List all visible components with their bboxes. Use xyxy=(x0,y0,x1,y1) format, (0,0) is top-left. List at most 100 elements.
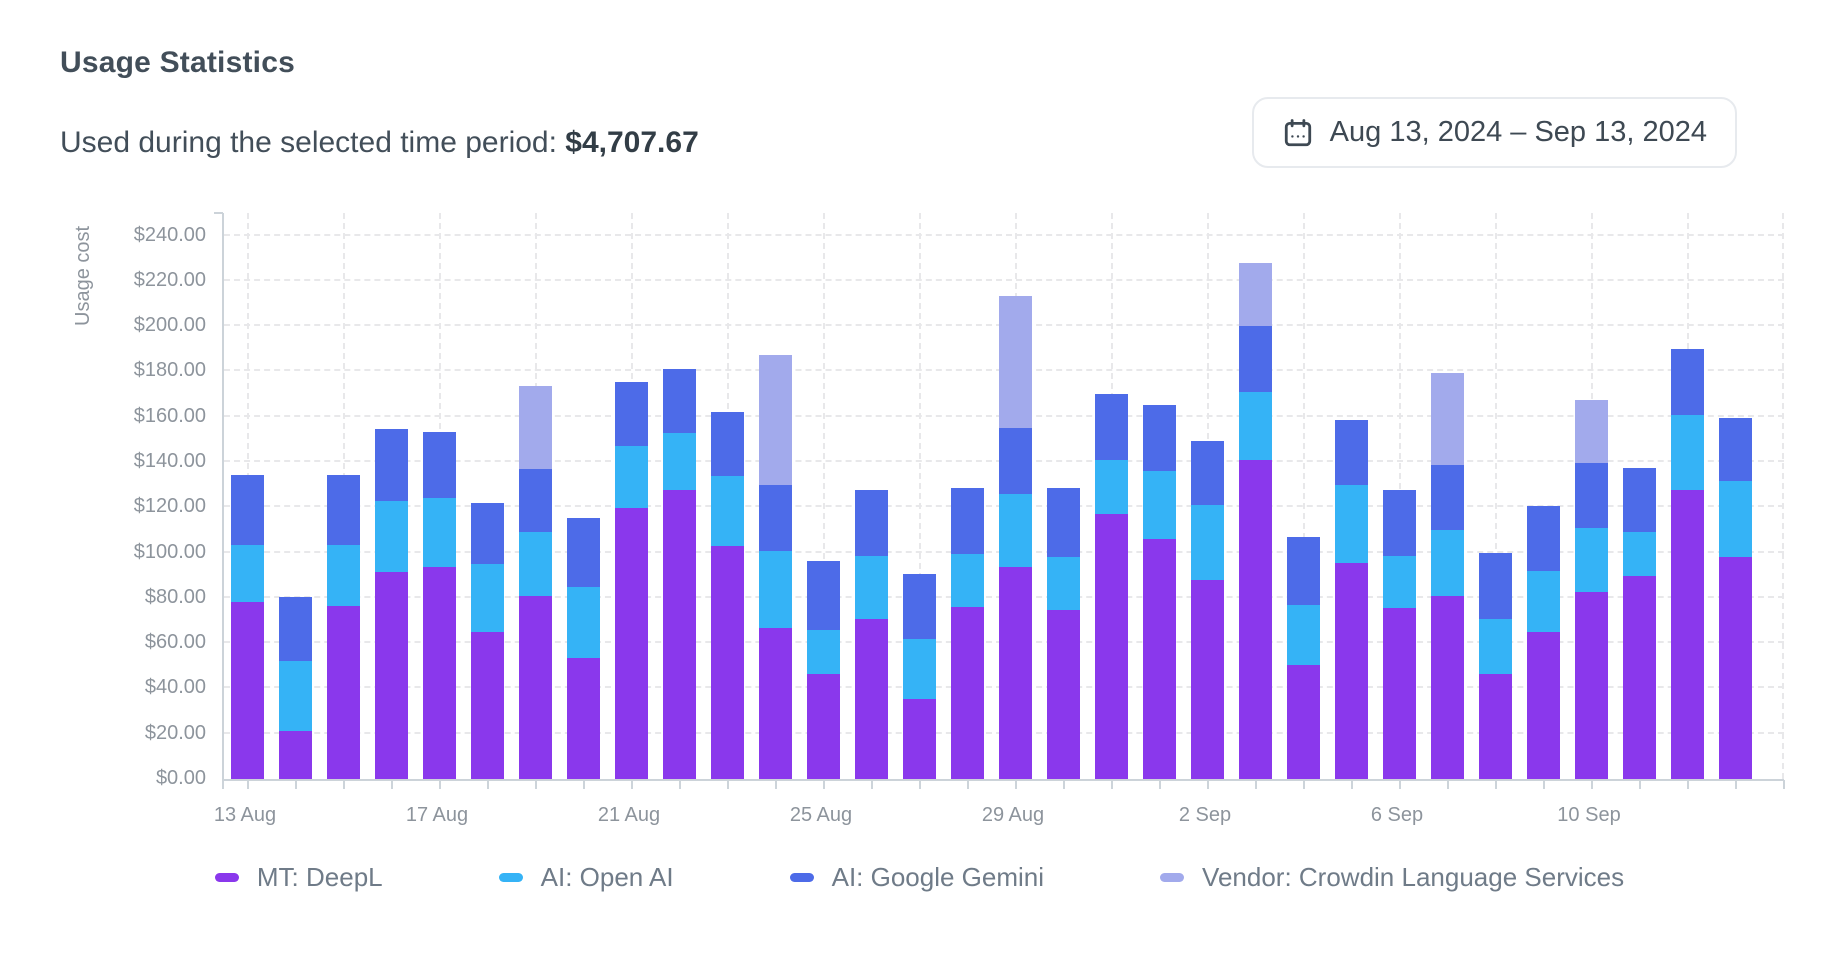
segment-open-ai[interactable] xyxy=(663,432,696,491)
segment-deepl[interactable] xyxy=(903,698,936,779)
segment-google-gemini[interactable] xyxy=(999,428,1032,494)
segment-google-gemini[interactable] xyxy=(711,412,744,476)
segment-google-gemini[interactable] xyxy=(375,429,408,501)
bar-23-aug[interactable] xyxy=(711,412,744,779)
segment-crowdin-language-services[interactable] xyxy=(1431,372,1464,466)
bar-29-aug[interactable] xyxy=(999,295,1032,779)
bar-1-sep[interactable] xyxy=(1143,405,1176,779)
segment-crowdin-language-services[interactable] xyxy=(1575,399,1608,464)
segment-deepl[interactable] xyxy=(1383,608,1416,779)
segment-deepl[interactable] xyxy=(951,606,984,779)
segment-google-gemini[interactable] xyxy=(1239,326,1272,392)
legend-item-deepl[interactable]: MT: DeepL xyxy=(214,862,383,893)
segment-google-gemini[interactable] xyxy=(1719,417,1752,482)
bar-30-aug[interactable] xyxy=(1047,488,1080,779)
segment-open-ai[interactable] xyxy=(855,556,888,620)
bar-3-sep[interactable] xyxy=(1239,262,1272,779)
segment-google-gemini[interactable] xyxy=(1623,467,1656,533)
segment-open-ai[interactable] xyxy=(1527,570,1560,632)
bar-13-sep[interactable] xyxy=(1719,417,1752,779)
segment-google-gemini[interactable] xyxy=(1431,465,1464,530)
segment-google-gemini[interactable] xyxy=(279,596,312,662)
segment-deepl[interactable] xyxy=(1239,459,1272,779)
segment-deepl[interactable] xyxy=(1143,539,1176,779)
segment-deepl[interactable] xyxy=(759,628,792,779)
bar-26-aug[interactable] xyxy=(855,490,888,779)
segment-deepl[interactable] xyxy=(423,567,456,779)
bar-7-sep[interactable] xyxy=(1431,372,1464,779)
segment-google-gemini[interactable] xyxy=(759,484,792,552)
segment-open-ai[interactable] xyxy=(1095,459,1128,515)
legend-item-google-gemini[interactable]: AI: Google Gemini xyxy=(789,862,1044,893)
segment-open-ai[interactable] xyxy=(807,629,840,674)
segment-deepl[interactable] xyxy=(1095,514,1128,779)
bar-16-aug[interactable] xyxy=(375,429,408,779)
segment-open-ai[interactable] xyxy=(1239,391,1272,460)
segment-google-gemini[interactable] xyxy=(471,502,504,564)
segment-deepl[interactable] xyxy=(567,657,600,779)
segment-open-ai[interactable] xyxy=(1671,414,1704,491)
bar-20-aug[interactable] xyxy=(567,517,600,779)
segment-open-ai[interactable] xyxy=(1287,604,1320,665)
bar-9-sep[interactable] xyxy=(1527,506,1560,779)
segment-deepl[interactable] xyxy=(807,673,840,779)
segment-deepl[interactable] xyxy=(327,605,360,779)
segment-google-gemini[interactable] xyxy=(519,468,552,533)
segment-google-gemini[interactable] xyxy=(1383,490,1416,557)
bar-12-sep[interactable] xyxy=(1671,348,1704,779)
segment-crowdin-language-services[interactable] xyxy=(999,295,1032,429)
segment-google-gemini[interactable] xyxy=(423,431,456,499)
bar-2-sep[interactable] xyxy=(1191,440,1224,779)
segment-google-gemini[interactable] xyxy=(1335,420,1368,485)
bar-6-sep[interactable] xyxy=(1383,490,1416,779)
bar-27-aug[interactable] xyxy=(903,574,936,779)
segment-deepl[interactable] xyxy=(711,545,744,779)
segment-deepl[interactable] xyxy=(1575,592,1608,779)
segment-deepl[interactable] xyxy=(519,595,552,779)
segment-open-ai[interactable] xyxy=(423,498,456,568)
bar-24-aug[interactable] xyxy=(759,354,792,779)
segment-open-ai[interactable] xyxy=(279,661,312,732)
segment-open-ai[interactable] xyxy=(375,500,408,572)
bar-31-aug[interactable] xyxy=(1095,394,1128,779)
bar-22-aug[interactable] xyxy=(663,369,696,779)
segment-crowdin-language-services[interactable] xyxy=(519,386,552,469)
segment-deepl[interactable] xyxy=(1431,595,1464,779)
segment-deepl[interactable] xyxy=(231,602,264,779)
segment-deepl[interactable] xyxy=(615,508,648,779)
segment-open-ai[interactable] xyxy=(615,446,648,509)
bar-8-sep[interactable] xyxy=(1479,552,1512,779)
bar-5-sep[interactable] xyxy=(1335,420,1368,779)
segment-open-ai[interactable] xyxy=(519,532,552,596)
segment-open-ai[interactable] xyxy=(1431,529,1464,596)
segment-deepl[interactable] xyxy=(1671,490,1704,779)
segment-open-ai[interactable] xyxy=(1383,556,1416,609)
bar-25-aug[interactable] xyxy=(807,560,840,779)
segment-open-ai[interactable] xyxy=(471,563,504,632)
segment-deepl[interactable] xyxy=(1047,610,1080,779)
segment-google-gemini[interactable] xyxy=(807,560,840,630)
segment-deepl[interactable] xyxy=(1287,664,1320,779)
segment-deepl[interactable] xyxy=(1335,562,1368,779)
segment-google-gemini[interactable] xyxy=(1575,463,1608,528)
segment-google-gemini[interactable] xyxy=(615,381,648,447)
bar-13-aug[interactable] xyxy=(231,474,264,779)
segment-open-ai[interactable] xyxy=(1575,527,1608,593)
segment-google-gemini[interactable] xyxy=(1095,394,1128,460)
segment-open-ai[interactable] xyxy=(327,544,360,606)
segment-open-ai[interactable] xyxy=(1143,471,1176,540)
segment-google-gemini[interactable] xyxy=(951,488,984,554)
segment-deepl[interactable] xyxy=(1527,631,1560,779)
segment-google-gemini[interactable] xyxy=(327,474,360,545)
legend-item-open-ai[interactable]: AI: Open AI xyxy=(498,862,674,893)
segment-open-ai[interactable] xyxy=(567,586,600,658)
bar-10-sep[interactable] xyxy=(1575,399,1608,779)
segment-google-gemini[interactable] xyxy=(1143,405,1176,472)
segment-open-ai[interactable] xyxy=(1191,505,1224,580)
segment-deepl[interactable] xyxy=(1479,673,1512,779)
bar-18-aug[interactable] xyxy=(471,502,504,779)
bar-11-sep[interactable] xyxy=(1623,467,1656,779)
bar-21-aug[interactable] xyxy=(615,381,648,779)
segment-google-gemini[interactable] xyxy=(1191,440,1224,506)
segment-google-gemini[interactable] xyxy=(1287,536,1320,605)
